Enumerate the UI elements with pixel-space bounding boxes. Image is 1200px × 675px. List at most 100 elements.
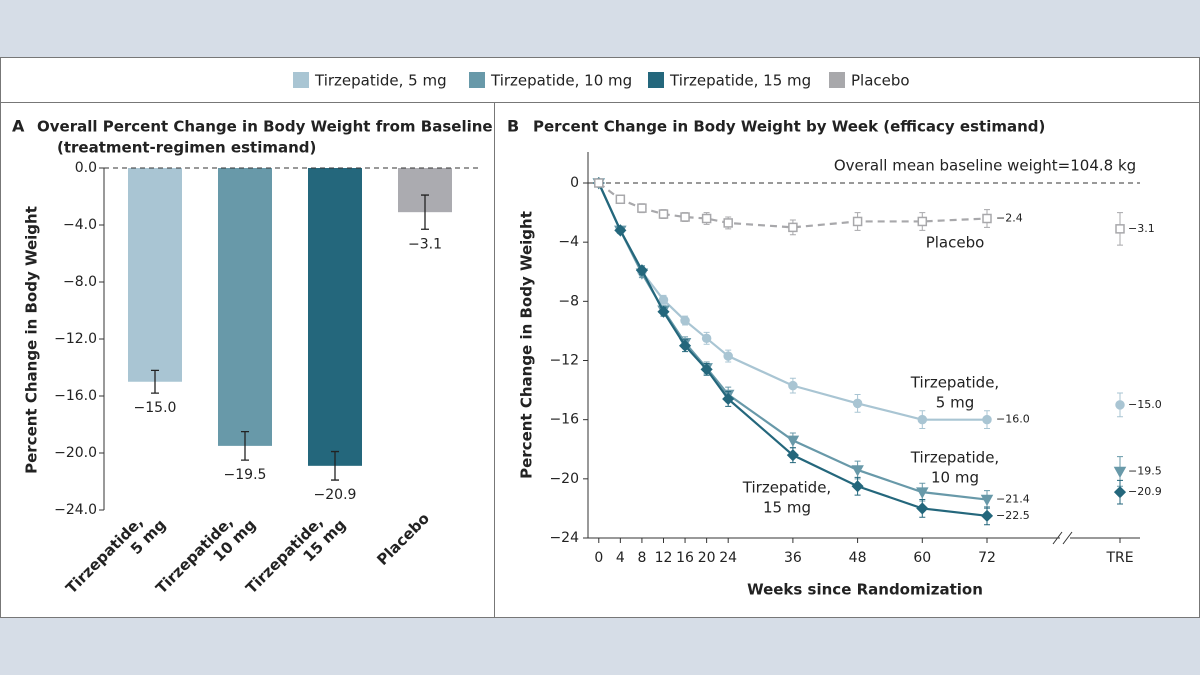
marker	[680, 212, 690, 222]
x-tick-label: 4	[616, 550, 625, 566]
series-line	[598, 182, 988, 229]
panel-letter: A	[12, 117, 25, 136]
x-tick-label: 60	[913, 550, 931, 566]
marker	[788, 380, 798, 391]
x-tick-label: 0	[594, 550, 603, 566]
bar	[218, 168, 272, 446]
x-axis-title: Weeks since Randomization	[747, 581, 983, 599]
marker	[723, 351, 733, 361]
marker	[788, 222, 798, 233]
series-label: 5 mg	[936, 394, 974, 412]
y-tick-label: −8.0	[63, 274, 97, 290]
value-label: −20.9	[1128, 485, 1162, 498]
marker	[851, 465, 864, 477]
marker	[852, 216, 863, 227]
panel-title: Overall Percent Change in Body Weight fr…	[37, 118, 493, 136]
marker	[980, 494, 994, 507]
y-tick-label: −8	[558, 293, 579, 309]
panel-subtitle: (treatment-regimen estimand)	[57, 139, 316, 157]
legend-swatch	[293, 72, 309, 88]
marker	[916, 502, 929, 515]
panel-letter: B	[507, 117, 519, 136]
y-axis-title: Percent Change in Body Weight	[23, 206, 41, 474]
y-tick-label: 0.0	[75, 160, 97, 176]
value-label: −21.4	[996, 493, 1030, 506]
marker	[701, 213, 712, 224]
x-tick-label: 36	[784, 550, 802, 566]
value-label: −15.0	[1128, 398, 1162, 411]
marker	[916, 487, 929, 499]
legend-label: Placebo	[851, 72, 910, 90]
marker	[722, 392, 735, 406]
value-label: −22.5	[996, 509, 1030, 522]
series-label: 10 mg	[931, 469, 979, 487]
marker	[852, 398, 863, 409]
y-tick-label: 0	[570, 175, 579, 191]
error-bar	[151, 369, 159, 394]
marker	[658, 295, 669, 305]
marker	[917, 414, 928, 425]
x-tick-label: 48	[849, 550, 867, 566]
y-tick-label: −16.0	[54, 388, 97, 404]
value-label: −16.0	[996, 413, 1030, 426]
value-label: −3.1	[1128, 222, 1155, 235]
marker	[982, 213, 992, 224]
value-label: −15.0	[134, 400, 177, 416]
y-axis-title: Percent Change in Body Weight	[518, 211, 536, 479]
marker	[594, 178, 604, 188]
series-label: Tirzepatide,	[910, 449, 999, 467]
x-tick-label: 72	[978, 550, 996, 566]
x-tick-label: 20	[698, 550, 716, 566]
y-tick-label: −24	[549, 530, 579, 546]
y-tick-label: −20.0	[54, 445, 97, 461]
marker	[701, 333, 712, 344]
marker	[1115, 400, 1125, 410]
x-axis	[588, 531, 1140, 545]
marker	[1113, 486, 1127, 499]
panel-title: Percent Change in Body Weight by Week (e…	[533, 118, 1045, 136]
value-label: −3.1	[408, 236, 442, 252]
series-label: Tirzepatide,	[910, 374, 999, 392]
error-bar	[421, 194, 429, 230]
y-tick-label: −12	[549, 353, 579, 369]
marker	[635, 264, 648, 277]
bar	[128, 168, 182, 382]
error-bar	[241, 430, 249, 461]
marker	[658, 209, 669, 219]
x-tick-label: 12	[655, 550, 673, 566]
marker	[1115, 224, 1125, 234]
series-label: Tirzepatide,	[742, 479, 831, 497]
marker	[982, 414, 992, 425]
legend-swatch	[829, 72, 845, 88]
y-tick-label: −4.0	[63, 217, 97, 233]
legend-swatch	[648, 72, 664, 88]
marker	[723, 218, 733, 228]
y-tick-label: −4	[558, 234, 579, 250]
legend-swatch	[469, 72, 485, 88]
marker	[700, 363, 713, 376]
marker	[980, 509, 994, 522]
x-tick-label: 24	[719, 550, 737, 566]
figure-frame	[0, 57, 1200, 618]
marker	[917, 216, 928, 227]
x-tick-label: 16	[676, 550, 694, 566]
y-tick-label: −16	[549, 412, 579, 428]
marker	[637, 203, 647, 213]
value-label: −19.5	[224, 467, 267, 483]
series-label: Placebo	[926, 234, 985, 252]
marker	[614, 224, 627, 237]
marker	[786, 435, 800, 447]
x-tick-label: 8	[637, 550, 646, 566]
marker	[680, 315, 690, 326]
value-label: −20.9	[314, 487, 357, 503]
marker	[786, 449, 799, 462]
marker	[615, 194, 626, 205]
value-label: −19.5	[1128, 464, 1162, 477]
y-tick-label: −24.0	[54, 502, 97, 518]
marker	[851, 480, 864, 493]
value-label: −2.4	[996, 212, 1023, 225]
series-label: 15 mg	[763, 499, 811, 517]
bar	[308, 168, 362, 466]
